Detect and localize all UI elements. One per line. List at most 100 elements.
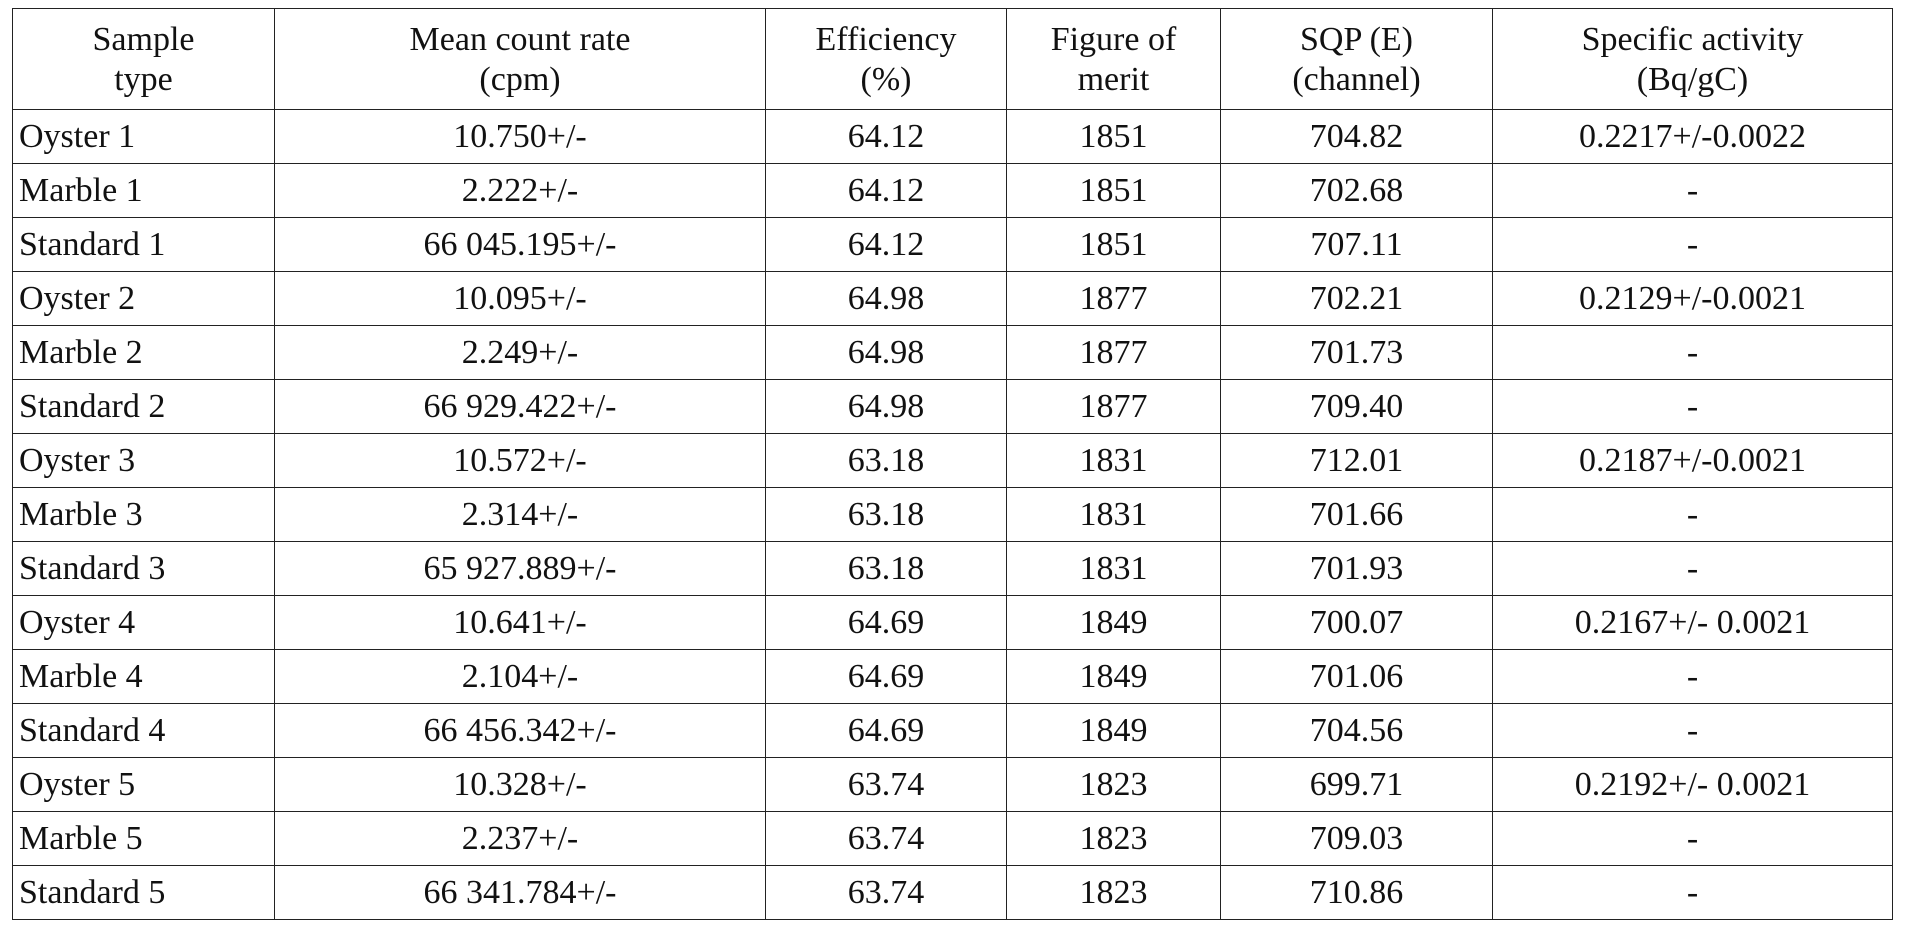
column-header-mean-count-rate: Mean count rate (cpm) [274,8,766,110]
table-row: Oyster 3 10.572+/- 63.18 1831 712.01 0.2187+/… [12,433,1893,488]
table-cell-specific-activity: - [1492,325,1893,380]
table-cell-specific-activity: 0.2129+/-0.0021 [1492,271,1893,326]
table-row: Oyster 4 10.641+/- 64.69 1849 700.07 0.2167+/… [12,595,1893,650]
table-row: Oyster 5 10.328+/- 63.74 1823 699.71 0.2192+/… [12,757,1893,812]
table-header-row: Sample type Mean count rate (cpm) Efficiency… [12,8,1893,110]
column-header-efficiency: Efficiency (%) [765,8,1007,110]
column-header-line: SQP (E) [1299,21,1414,58]
column-header-sqp: SQP (E) (channel) [1220,8,1493,110]
table-cell-sqp: 699.71 [1220,757,1493,812]
table-cell-mean-count-rate: 10.750+/- [274,109,766,164]
table-cell-figure-of-merit: 1831 [1006,433,1221,488]
table-row: Standard 3 65 927.889+/- 63.18 1831 701.93- [12,541,1893,596]
table-cell-figure-of-merit: 1849 [1006,649,1221,704]
table-row: Marble 1 2.222+/- 64.12 1851 702.68- [12,163,1893,218]
table-cell-sqp: 701.73 [1220,325,1493,380]
table-cell-sample-type: Standard 4 [12,703,275,758]
column-header-line: Mean count rate [409,21,631,58]
table-row: Marble 2 2.249+/- 64.98 1877 701.73- [12,325,1893,380]
table-cell-efficiency: 64.69 [765,649,1007,704]
table-cell-specific-activity: - [1492,163,1893,218]
column-header-line: Efficiency [815,21,957,58]
table-row: Standard 2 66 929.422+/- 64.98 1877 709.40- [12,379,1893,434]
table-cell-specific-activity: - [1492,649,1893,704]
table-row: Standard 1 66 045.195+/- 64.12 1851 707.11- [12,217,1893,272]
table-cell-sample-type: Standard 3 [12,541,275,596]
table-cell-figure-of-merit: 1823 [1006,865,1221,920]
table-cell-figure-of-merit: 1851 [1006,163,1221,218]
table-row: Marble 4 2.104+/- 64.69 1849 701.06- [12,649,1893,704]
table-cell-specific-activity: - [1492,379,1893,434]
table-cell-mean-count-rate: 10.572+/- [274,433,766,488]
table-cell-efficiency: 64.12 [765,163,1007,218]
table-cell-sqp: 702.21 [1220,271,1493,326]
table-cell-sqp: 701.66 [1220,487,1493,542]
column-header-sample-type: Sample type [12,8,275,110]
table-cell-specific-activity: 0.2167+/- 0.0021 [1492,595,1893,650]
column-header-line: merit [1077,61,1150,98]
table-cell-efficiency: 64.69 [765,703,1007,758]
table-row: Standard 5 66 341.784+/- 63.74 1823 710.86- [12,865,1893,920]
table-row: Marble 3 2.314+/- 63.18 1831 701.66- [12,487,1893,542]
table-row: Oyster 2 10.095+/- 64.98 1877 702.21 0.2129+/… [12,271,1893,326]
table-cell-figure-of-merit: 1851 [1006,109,1221,164]
table-cell-specific-activity: - [1492,865,1893,920]
table-cell-efficiency: 64.69 [765,595,1007,650]
column-header-specific-activity: Specific activity (Bq/gC) [1492,8,1893,110]
table-cell-mean-count-rate: 2.104+/- [274,649,766,704]
table-cell-efficiency: 63.74 [765,865,1007,920]
column-header-line: Sample [92,21,195,58]
column-header-line: (cpm) [479,61,561,98]
table-cell-sqp: 704.56 [1220,703,1493,758]
table-cell-sample-type: Oyster 5 [12,757,275,812]
table-cell-efficiency: 63.74 [765,811,1007,866]
table-cell-mean-count-rate: 2.222+/- [274,163,766,218]
table-cell-figure-of-merit: 1831 [1006,487,1221,542]
table-cell-sqp: 704.82 [1220,109,1493,164]
column-header-line: type [114,61,173,98]
table-cell-sample-type: Oyster 1 [12,109,275,164]
table-cell-sample-type: Oyster 4 [12,595,275,650]
table-cell-mean-count-rate: 66 341.784+/- [274,865,766,920]
table-cell-mean-count-rate: 66 456.342+/- [274,703,766,758]
table-cell-sqp: 701.06 [1220,649,1493,704]
table-cell-sample-type: Marble 4 [12,649,275,704]
table-cell-figure-of-merit: 1849 [1006,703,1221,758]
table-row: Standard 4 66 456.342+/- 64.69 1849 704.56- [12,703,1893,758]
column-header-line: (channel) [1292,61,1421,98]
table-row: Marble 5 2.237+/- 63.74 1823 709.03- [12,811,1893,866]
table-cell-efficiency: 64.12 [765,217,1007,272]
table-cell-mean-count-rate: 66 929.422+/- [274,379,766,434]
table-cell-sqp: 702.68 [1220,163,1493,218]
measurement-table-container: Sample type Mean count rate (cpm) Efficiency… [12,8,1893,920]
table-cell-efficiency: 63.18 [765,433,1007,488]
table-cell-specific-activity: - [1492,541,1893,596]
column-header-figure-of-merit: Figure of merit [1006,8,1221,110]
table-cell-figure-of-merit: 1823 [1006,757,1221,812]
column-header-line: Figure of [1050,21,1177,58]
table-cell-specific-activity: - [1492,703,1893,758]
table-cell-sqp: 707.11 [1220,217,1493,272]
table-cell-sqp: 709.03 [1220,811,1493,866]
table-cell-mean-count-rate: 2.249+/- [274,325,766,380]
table-cell-specific-activity: 0.2192+/- 0.0021 [1492,757,1893,812]
table-row: Oyster 1 10.750+/- 64.12 1851 704.82 0.2217+/… [12,109,1893,164]
table-cell-mean-count-rate: 66 045.195+/- [274,217,766,272]
table-cell-sample-type: Marble 2 [12,325,275,380]
table-cell-mean-count-rate: 10.328+/- [274,757,766,812]
table-cell-figure-of-merit: 1877 [1006,325,1221,380]
table-cell-sample-type: Standard 2 [12,379,275,434]
table-cell-sqp: 712.01 [1220,433,1493,488]
table-cell-sample-type: Oyster 2 [12,271,275,326]
table-cell-specific-activity: - [1492,811,1893,866]
table-cell-sample-type: Marble 3 [12,487,275,542]
table-cell-mean-count-rate: 65 927.889+/- [274,541,766,596]
table-body: Oyster 1 10.750+/- 64.12 1851 704.82 0.2217+/… [12,109,1893,920]
table-cell-efficiency: 64.98 [765,379,1007,434]
table-cell-sample-type: Marble 1 [12,163,275,218]
table-cell-specific-activity: - [1492,487,1893,542]
table-cell-sample-type: Standard 5 [12,865,275,920]
table-cell-figure-of-merit: 1823 [1006,811,1221,866]
table-cell-specific-activity: - [1492,217,1893,272]
column-header-line: (Bq/gC) [1636,61,1749,98]
